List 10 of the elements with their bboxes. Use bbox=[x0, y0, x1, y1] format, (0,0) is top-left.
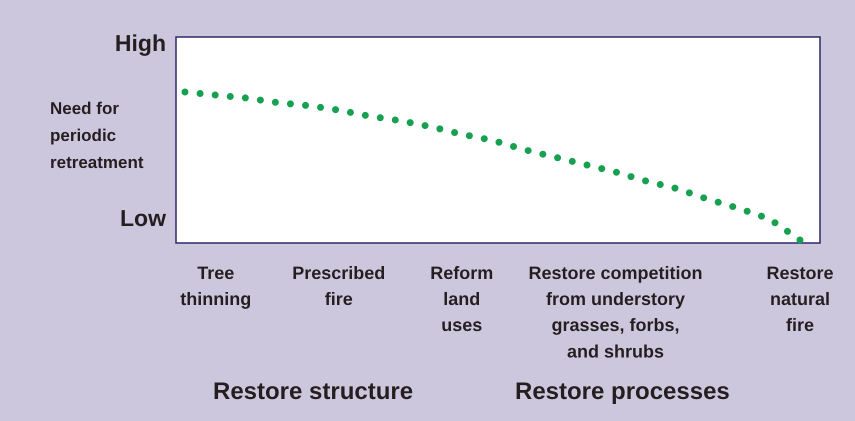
text: Restore structure bbox=[213, 378, 414, 406]
text: Low bbox=[120, 205, 166, 232]
x-tick-label: Reform land uses bbox=[430, 263, 494, 336]
x-tick-label: Restore natural fire bbox=[766, 263, 834, 336]
text: Restore processes bbox=[515, 378, 730, 406]
x-tick-label: Tree thinning bbox=[180, 263, 252, 310]
y-axis-title: Need for periodic retreatment bbox=[50, 98, 145, 174]
x-tick-label: Prescribed fire bbox=[292, 263, 386, 310]
text: High bbox=[114, 30, 166, 57]
x-tick-label: Restore competition from understory grasses, forbs, and shrubs bbox=[528, 263, 703, 362]
